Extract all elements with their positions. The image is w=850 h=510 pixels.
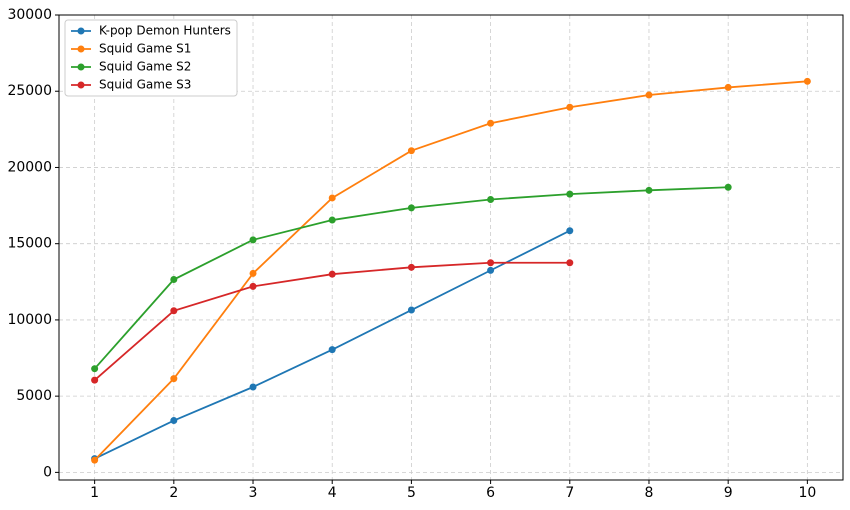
- data-point: [487, 195, 495, 203]
- x-tick-label: 5: [407, 485, 416, 501]
- legend-label: Squid Game S2: [99, 60, 191, 74]
- data-point: [724, 183, 732, 191]
- x-tick-label: 4: [328, 485, 337, 501]
- data-point: [249, 269, 257, 277]
- x-tick-label: 6: [486, 485, 495, 501]
- legend-label: K-pop Demon Hunters: [99, 24, 231, 38]
- legend-marker: [77, 27, 85, 35]
- data-point: [91, 365, 99, 373]
- legend-marker: [77, 45, 85, 53]
- data-point: [724, 83, 732, 91]
- data-point: [170, 417, 178, 425]
- x-tick-label: 9: [724, 485, 733, 501]
- data-point: [645, 91, 653, 99]
- axes-frame: [58, 14, 844, 481]
- y-tick-label: 15000: [7, 236, 52, 252]
- legend-marker: [77, 63, 85, 71]
- series-line: [93, 80, 808, 461]
- data-point: [407, 263, 415, 271]
- x-tick-label: 7: [565, 485, 574, 501]
- data-point: [328, 216, 336, 224]
- data-point: [328, 346, 336, 354]
- data-point: [566, 103, 574, 111]
- data-point: [328, 270, 336, 278]
- data-point: [487, 119, 495, 127]
- data-point: [91, 456, 99, 464]
- data-point: [91, 376, 99, 384]
- data-point: [407, 306, 415, 314]
- y-tick-label: 0: [43, 464, 52, 480]
- y-tick-label: 5000: [16, 388, 52, 404]
- y-tick-label: 20000: [7, 159, 52, 175]
- y-tick-label: 25000: [7, 83, 52, 99]
- x-tick-label: 1: [90, 485, 99, 501]
- data-point: [170, 307, 178, 315]
- series-line: [94, 261, 570, 381]
- legend-label: Squid Game S1: [99, 42, 191, 56]
- data-point: [487, 259, 495, 267]
- data-point: [249, 236, 257, 244]
- data-point: [407, 204, 415, 212]
- data-point: [407, 147, 415, 155]
- x-tick-label: 10: [798, 485, 816, 501]
- x-tick-label: 2: [169, 485, 178, 501]
- legend-box: [64, 19, 238, 97]
- data-point: [487, 266, 495, 274]
- x-tick-label: 8: [645, 485, 654, 501]
- data-point: [566, 227, 574, 235]
- data-point: [249, 282, 257, 290]
- y-tick-label: 30000: [7, 7, 52, 23]
- data-point: [566, 259, 574, 267]
- data-point: [328, 194, 336, 202]
- legend-marker: [77, 81, 85, 89]
- data-point: [170, 276, 178, 284]
- data-point: [170, 375, 178, 383]
- data-point: [566, 190, 574, 198]
- y-tick-label: 10000: [7, 312, 52, 328]
- data-point: [249, 383, 257, 391]
- x-tick-label: 3: [249, 485, 258, 501]
- legend-label: Squid Game S3: [99, 78, 191, 92]
- data-point: [645, 186, 653, 194]
- data-point: [803, 77, 811, 85]
